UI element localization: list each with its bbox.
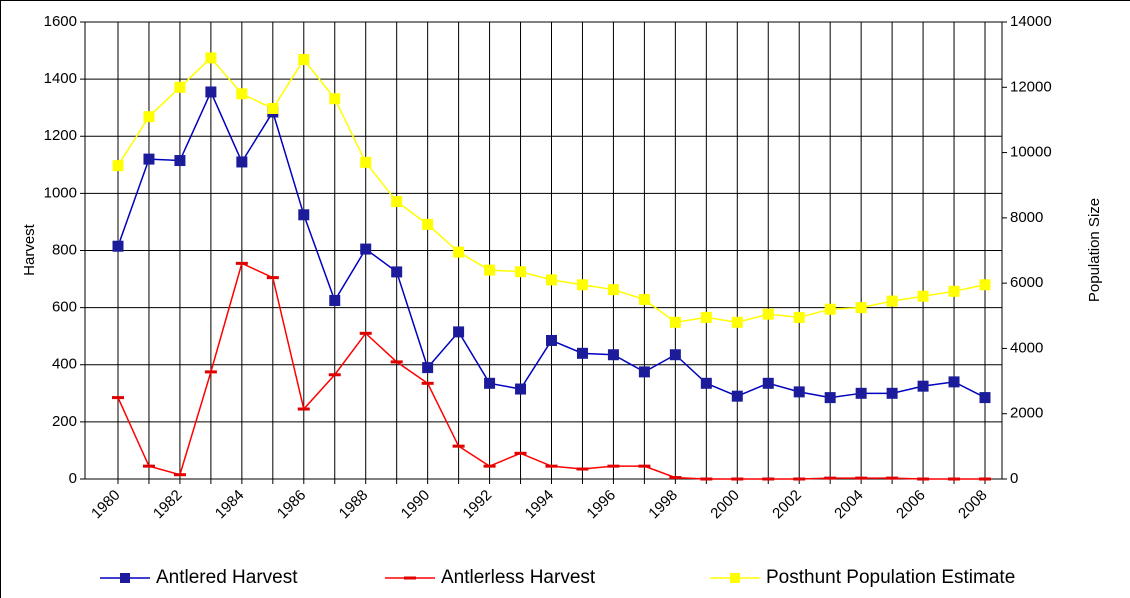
y2-tick-label: 4000: [1010, 339, 1043, 356]
data-point: [607, 349, 619, 361]
data-point: [205, 86, 217, 98]
data-point: [576, 279, 588, 291]
data-point: [453, 246, 465, 258]
data-point: [546, 334, 557, 346]
x-tick-label: 1988: [336, 487, 372, 523]
data-point: [422, 362, 434, 374]
y-tick-label: 0: [69, 470, 77, 487]
y2-tick-label: 12000: [1010, 78, 1052, 95]
data-point: [422, 218, 434, 230]
data-point: [453, 326, 465, 338]
data-point: [793, 311, 805, 323]
y-tick-label: 600: [52, 299, 77, 316]
data-point: [298, 54, 310, 66]
legend-marker: [730, 573, 740, 583]
data-point: [731, 390, 743, 402]
x-tick-label: 1996: [583, 487, 619, 523]
y2-tick-label: 2000: [1010, 405, 1043, 422]
data-point: [112, 160, 124, 172]
data-point: [329, 93, 341, 105]
data-point: [329, 294, 341, 306]
data-point: [360, 243, 372, 255]
y-tick-label: 400: [52, 356, 77, 373]
data-point: [762, 377, 774, 389]
x-tick-label: 1984: [212, 487, 248, 523]
data-point: [391, 266, 403, 278]
y-tick-label: 200: [52, 413, 77, 430]
y-tick-label: 1200: [44, 127, 77, 144]
data-point: [700, 311, 712, 323]
x-tick-label: 2000: [707, 487, 743, 523]
data-point: [143, 111, 155, 123]
data-point: [267, 103, 279, 115]
data-point: [979, 279, 991, 291]
y2-tick-label: 0: [1010, 470, 1018, 487]
data-point: [855, 387, 867, 399]
data-point: [638, 293, 650, 305]
data-point: [824, 392, 836, 404]
data-point: [917, 380, 929, 392]
data-point: [174, 155, 186, 167]
data-point: [484, 377, 496, 389]
x-tick-label: 1998: [645, 487, 681, 523]
data-point: [174, 81, 186, 93]
data-point: [236, 88, 248, 100]
x-tick-label: 2002: [769, 487, 805, 523]
data-point: [607, 284, 619, 296]
data-point: [824, 303, 836, 315]
y2-axis-label: Population Size: [1086, 198, 1103, 302]
y2-tick-label: 8000: [1010, 209, 1043, 226]
data-point: [979, 392, 991, 404]
y2-tick-label: 10000: [1010, 144, 1052, 161]
data-point: [731, 316, 743, 328]
data-point: [112, 240, 124, 252]
y-tick-label: 800: [52, 241, 77, 258]
y-tick-label: 1000: [44, 184, 77, 201]
data-point: [546, 274, 557, 286]
data-point: [576, 347, 588, 359]
x-tick-label: 2004: [831, 487, 867, 523]
data-point: [948, 285, 960, 297]
x-tick-label: 1994: [522, 487, 558, 523]
data-point: [236, 156, 248, 168]
data-point: [948, 376, 960, 388]
x-tick-label: 1992: [460, 487, 496, 523]
data-point: [205, 52, 217, 64]
legend-label: Posthunt Population Estimate: [766, 567, 1015, 588]
x-tick-label: 1990: [398, 487, 434, 523]
y-tick-label: 1400: [44, 70, 77, 87]
data-point: [886, 387, 898, 399]
data-point: [917, 290, 929, 302]
data-point: [484, 264, 496, 276]
x-tick-label: 1982: [150, 487, 186, 523]
data-point: [669, 349, 681, 361]
data-point: [762, 308, 774, 320]
data-point: [515, 266, 527, 278]
y-axis-label: Harvest: [21, 223, 38, 276]
data-point: [391, 196, 403, 208]
x-tick-label: 1986: [274, 487, 310, 523]
x-tick-label: 2008: [955, 487, 991, 523]
y-tick-label: 1600: [44, 13, 77, 30]
data-point: [638, 366, 650, 378]
data-point: [298, 209, 310, 221]
x-tick-label: 2006: [893, 487, 929, 523]
data-point: [143, 153, 155, 165]
data-point: [793, 386, 805, 398]
legend-marker: [120, 573, 130, 583]
y2-tick-label: 6000: [1010, 274, 1043, 291]
data-point: [515, 383, 527, 395]
x-tick-label: 1980: [88, 487, 124, 523]
data-point: [886, 295, 898, 307]
data-point: [360, 156, 372, 168]
y2-tick-label: 14000: [1010, 13, 1052, 30]
data-point: [855, 302, 867, 314]
legend-label: Antlered Harvest: [156, 567, 298, 588]
data-point: [669, 316, 681, 328]
data-point: [700, 377, 712, 389]
legend-label: Antlerless Harvest: [441, 567, 596, 588]
legend: Antlered Harvest Antlerless Harvest Posthu…: [100, 567, 1015, 588]
